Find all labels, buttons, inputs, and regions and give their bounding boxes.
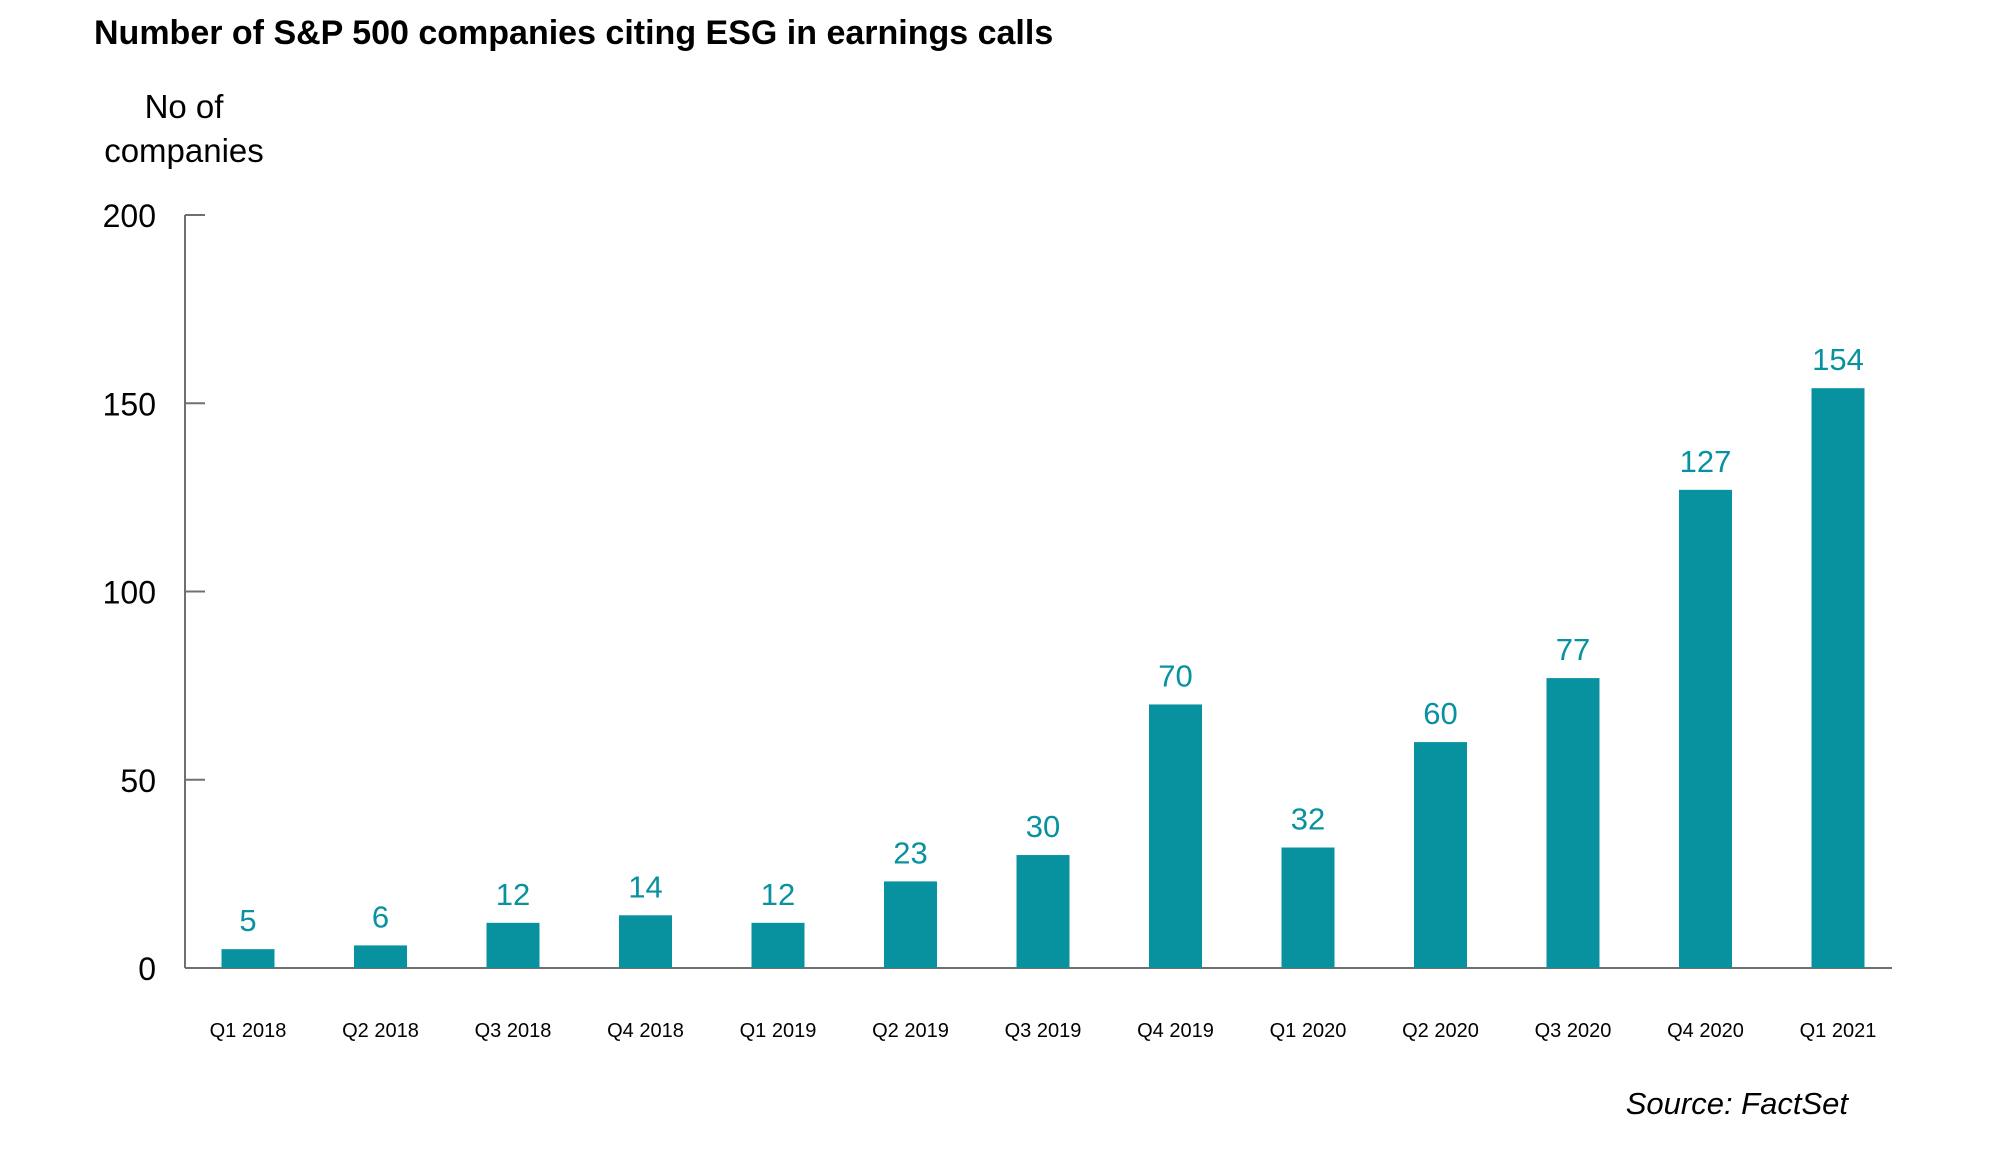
x-tick-label: Q1 2018: [210, 1020, 287, 1042]
data-label: 60: [1423, 696, 1457, 731]
y-axis-ticks: 0 50 100 150 200: [103, 198, 205, 987]
x-tick-label: Q2 2019: [872, 1020, 949, 1042]
bar: [486, 922, 540, 968]
data-label: 6: [372, 899, 389, 934]
bar: [1016, 855, 1070, 968]
y-axis-label: No of companies: [104, 88, 264, 169]
x-tick-label: Q3 2018: [475, 1020, 552, 1042]
y-tick-label: 0: [138, 951, 156, 987]
bar: [1281, 847, 1335, 968]
x-tick-label: Q3 2020: [1535, 1020, 1612, 1042]
chart-bars: [221, 388, 1865, 968]
bar: [1811, 388, 1865, 968]
y-tick-label: 100: [103, 575, 156, 611]
chart-data-labels: 5 6 12 14 12 23 30 70 32 60 77 127 154: [239, 342, 1863, 938]
x-tick-label: Q1 2019: [740, 1020, 817, 1042]
data-label: 14: [628, 869, 662, 904]
bar: [1149, 704, 1202, 968]
bar: [1414, 742, 1467, 968]
data-label: 30: [1026, 809, 1060, 844]
data-label: 127: [1680, 444, 1732, 479]
data-label: 12: [496, 877, 530, 912]
x-tick-label: Q4 2018: [607, 1020, 684, 1042]
source-note: Source: FactSet: [1625, 1086, 1848, 1121]
x-tick-label: Q2 2018: [342, 1020, 419, 1042]
y-tick-label: 200: [103, 198, 156, 234]
bar: [884, 881, 937, 968]
data-label: 23: [893, 835, 927, 870]
bar: [221, 949, 275, 968]
x-tick-label: Q4 2020: [1667, 1020, 1744, 1042]
x-axis-ticks: Q1 2018 Q2 2018 Q3 2018 Q4 2018 Q1 2019 Q2 20…: [210, 1020, 1877, 1042]
y-tick-label: 150: [103, 386, 156, 422]
chart-title: Number of S&P 500 companies citing ESG i…: [94, 14, 1054, 52]
y-tick-label: 50: [120, 763, 156, 799]
bar: [354, 945, 407, 968]
x-tick-label: Q1 2021: [1800, 1020, 1877, 1042]
data-label: 154: [1812, 342, 1864, 377]
x-tick-label: Q3 2019: [1005, 1020, 1082, 1042]
data-label: 5: [239, 903, 256, 938]
bar: [619, 915, 672, 968]
x-tick-label: Q1 2020: [1270, 1020, 1347, 1042]
x-tick-label: Q2 2020: [1402, 1020, 1479, 1042]
bar: [1679, 489, 1732, 968]
data-label: 12: [761, 877, 795, 912]
data-label: 77: [1556, 632, 1590, 667]
x-tick-label: Q4 2019: [1137, 1020, 1214, 1042]
data-label: 32: [1291, 802, 1325, 837]
bar: [751, 922, 805, 968]
bar: [1546, 678, 1600, 968]
data-label: 70: [1158, 658, 1192, 693]
